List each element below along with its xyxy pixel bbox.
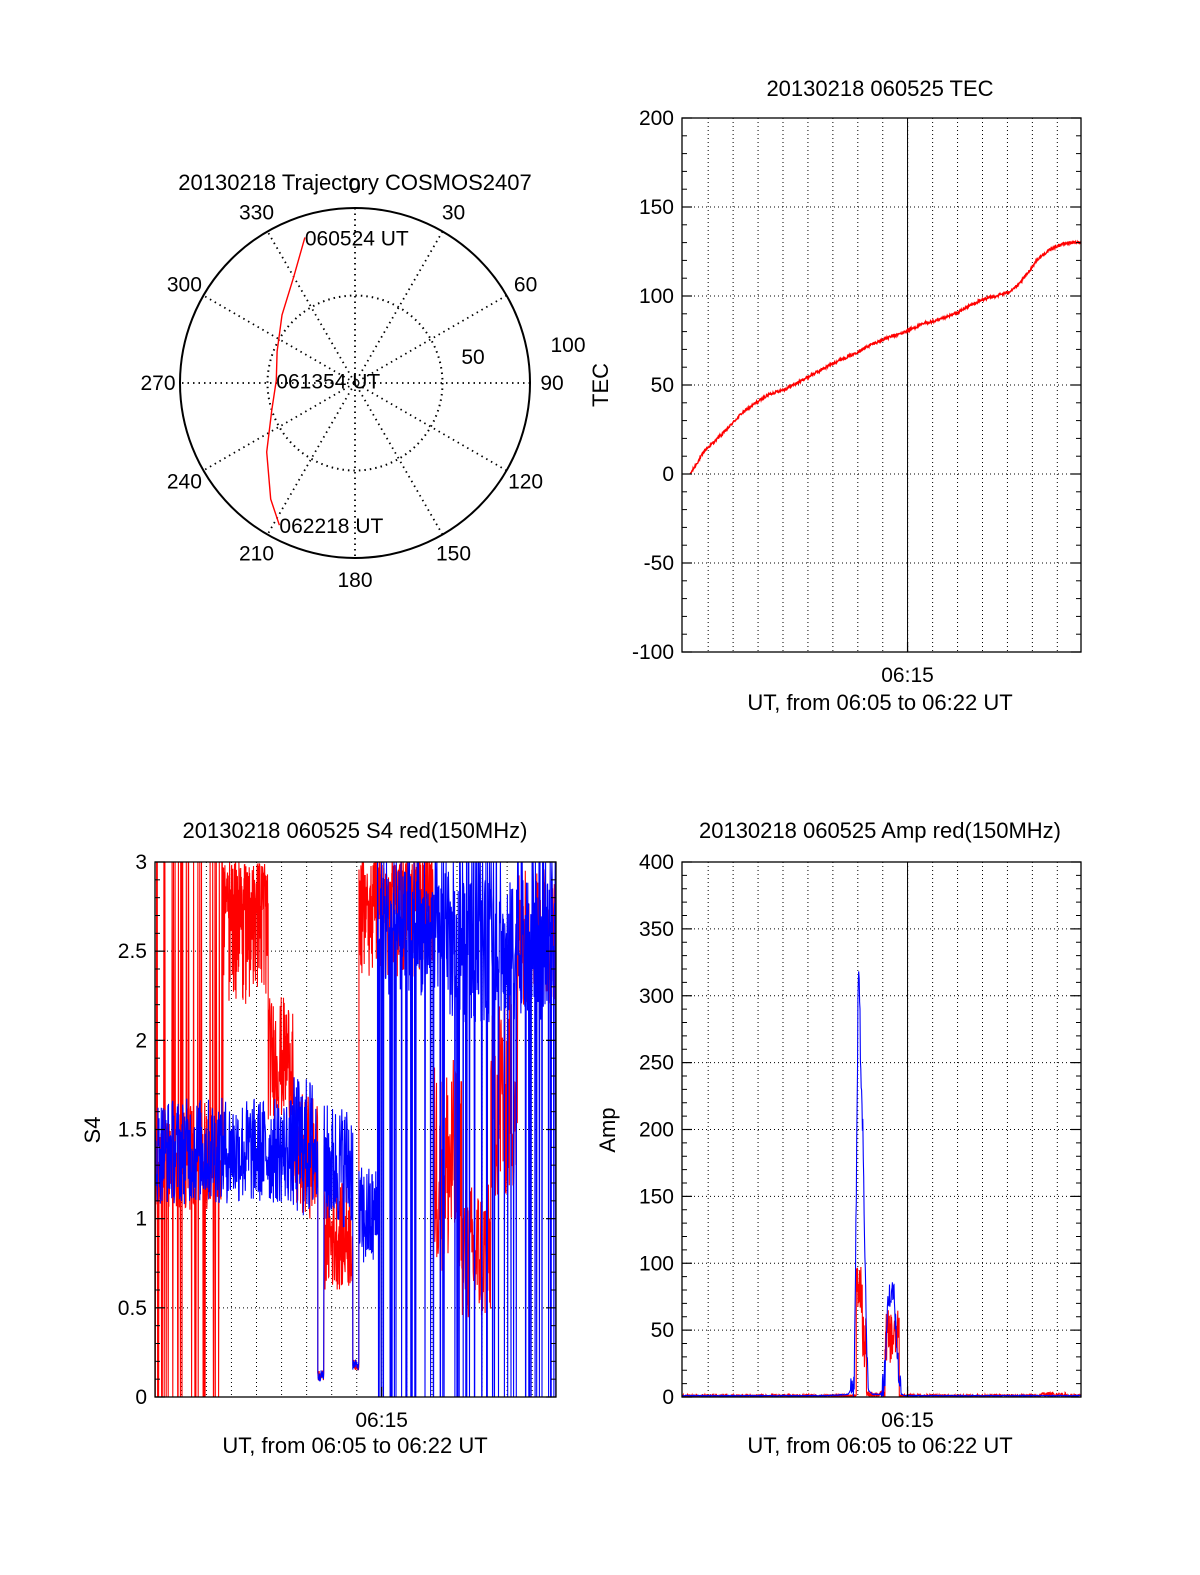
- amp-ytick-label: 250: [639, 1052, 674, 1075]
- trajectory-line: [265, 237, 306, 526]
- trajectory-annotation: 062218 UT: [279, 515, 383, 538]
- tec-ytick-label: 0: [662, 463, 674, 486]
- trajectory-angle-label: 240: [167, 471, 202, 494]
- tec-panel: 20130218 060525 TEC TEC UT, from 06:05 t…: [588, 76, 1082, 715]
- tec-ylabel: TEC: [588, 363, 613, 407]
- s4-xlabel: UT, from 06:05 to 06:22 UT: [222, 1433, 487, 1458]
- s4-ytick-label: 1: [135, 1208, 147, 1231]
- trajectory-angle-label: 30: [442, 201, 465, 224]
- s4-title: 20130218 060525 S4 red(150MHz): [183, 818, 528, 843]
- trajectory-angle-label: 300: [167, 274, 202, 297]
- s4-series-0-line: [155, 862, 556, 1397]
- amp-ytick-label: 0: [662, 1386, 674, 1409]
- amp-ytick-label: 300: [639, 985, 674, 1008]
- s4-ytick-label: 3: [135, 851, 147, 874]
- amp-ytick-label: 350: [639, 918, 674, 941]
- trajectory-series: [265, 237, 306, 526]
- tec-ytick-label: 150: [639, 196, 674, 219]
- trajectory-angle-label: 330: [239, 201, 274, 224]
- amp-xtick-label: 06:15: [881, 1409, 934, 1432]
- s4-ylabel: S4: [80, 1117, 105, 1144]
- trajectory-grid-circle: [266, 294, 444, 472]
- tec-ytick-label: 200: [639, 107, 674, 130]
- trajectory-grid-spoke: [266, 230, 444, 536]
- trajectory-angle-label: 180: [337, 569, 372, 592]
- tec-yticks: -100 -50 0 50 100 150 200: [632, 107, 1081, 664]
- s4-ytick-label: 0: [135, 1386, 147, 1409]
- amp-ylabel: Amp: [595, 1107, 620, 1152]
- amp-series: [682, 971, 1081, 1397]
- amp-yticks: 0 50 100 150 200 250 300 350 400: [639, 851, 1081, 1409]
- trajectory-panel: 20130218 Trajectory COSMOS2407 0 30 60 90 12…: [140, 170, 585, 592]
- amp-series-1-line: [682, 971, 1081, 1397]
- s4-xtick-label: 06:15: [355, 1409, 408, 1432]
- trajectory-angle-label: 150: [436, 543, 471, 566]
- amp-ytick-label: 100: [639, 1252, 674, 1275]
- tec-xtick-label: 06:15: [881, 664, 934, 687]
- trajectory-annotation: 060524 UT: [305, 227, 409, 250]
- amp-title: 20130218 060525 Amp red(150MHz): [699, 818, 1061, 843]
- s4-series: [155, 862, 556, 1397]
- tec-series-0-line: [689, 239, 1081, 475]
- trajectory-angle-label: 120: [508, 471, 543, 494]
- s4-yticks: 0 0.5 1 1.5 2 2.5 3: [118, 851, 556, 1409]
- amp-ytick-label: 200: [639, 1119, 674, 1142]
- s4-ytick-label: 2: [135, 1029, 147, 1052]
- tec-ytick-label: -50: [644, 552, 674, 575]
- trajectory-grid: [179, 207, 531, 559]
- trajectory-title: 20130218 Trajectory COSMOS2407: [178, 170, 531, 195]
- trajectory-radial-label: 50: [461, 346, 484, 369]
- tec-title: 20130218 060525 TEC: [766, 76, 993, 101]
- amp-ytick-label: 50: [651, 1319, 674, 1342]
- tec-ytick-label: 100: [639, 285, 674, 308]
- tec-xlabel: UT, from 06:05 to 06:22 UT: [747, 690, 1012, 715]
- s4-ytick-label: 2.5: [118, 940, 147, 963]
- trajectory-angle-label: 90: [540, 372, 563, 395]
- amp-ytick-label: 150: [639, 1185, 674, 1208]
- amp-xlabel: UT, from 06:05 to 06:22 UT: [747, 1433, 1012, 1458]
- trajectory-angle-label: 60: [514, 274, 537, 297]
- trajectory-annotation: 061354 UT: [276, 370, 380, 393]
- amp-panel: 20130218 060525 Amp red(150MHz) Amp UT, …: [595, 818, 1082, 1458]
- tec-ytick-label: -100: [632, 641, 674, 664]
- tec-grid: [682, 118, 1081, 652]
- s4-ytick-label: 1.5: [118, 1119, 147, 1142]
- trajectory-grid-spoke: [202, 294, 508, 472]
- trajectory-labels: 0 30 60 90 120 150 180 210 240 270 300 330 50 100 0605…: [140, 175, 585, 592]
- trajectory-grid-spoke: [266, 230, 444, 536]
- s4-panel: 20130218 060525 S4 red(150MHz) S4 UT, fr…: [80, 818, 557, 1458]
- amp-grid: [682, 862, 1081, 1397]
- tec-series: [689, 239, 1081, 475]
- trajectory-angle-label: 210: [239, 543, 274, 566]
- trajectory-angle-label: 270: [140, 372, 175, 395]
- trajectory-grid-spoke: [202, 294, 508, 472]
- s4-series-1-line: [155, 862, 556, 1397]
- s4-ytick-label: 0.5: [118, 1297, 147, 1320]
- trajectory-angle-label: 0: [349, 175, 361, 198]
- trajectory-radial-label: 100: [550, 334, 585, 357]
- amp-ytick-label: 400: [639, 851, 674, 874]
- tec-ytick-label: 50: [651, 374, 674, 397]
